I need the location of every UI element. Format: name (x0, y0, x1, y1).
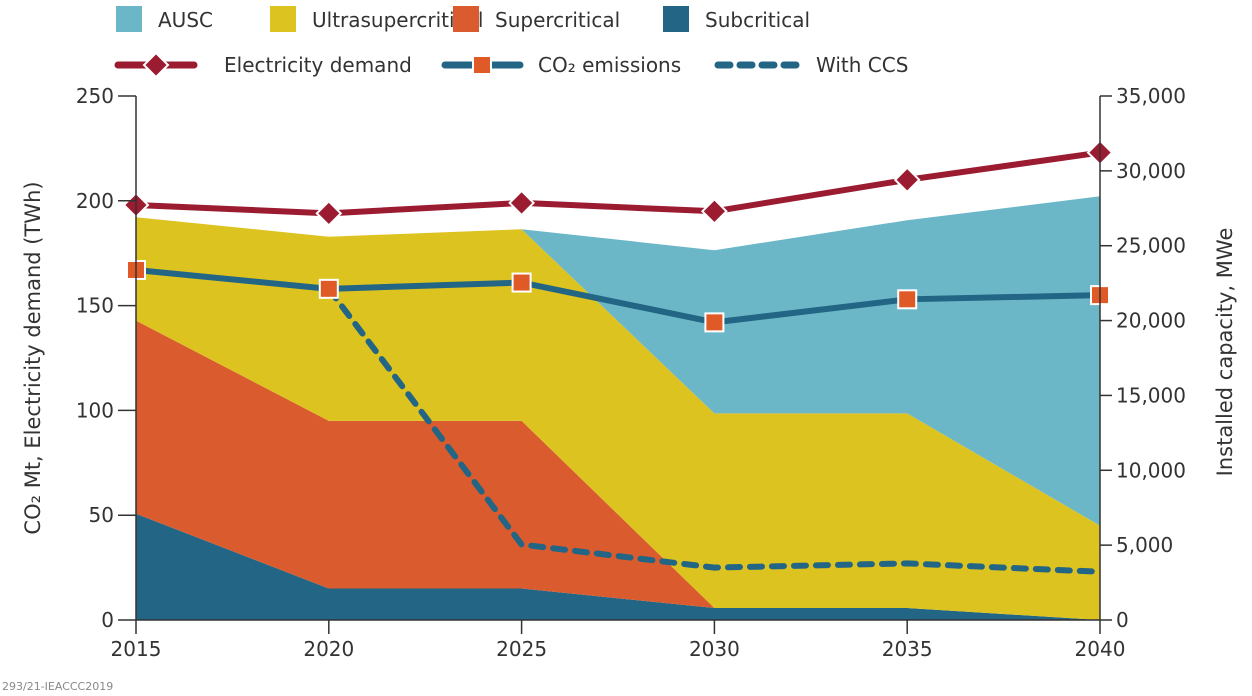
y-tick-label: 50 (89, 503, 114, 527)
co2-marker (318, 278, 339, 299)
y2-tick-label: 20,000 (1116, 309, 1186, 333)
x-tick-label: 2040 (1075, 637, 1126, 661)
y-axis-label: CO₂ Mt, Electricity demand (TWh) (21, 181, 45, 534)
x-tick-label: 2030 (689, 637, 740, 661)
line-co2-emissions (135, 266, 1101, 326)
y2-tick-label: 10,000 (1116, 458, 1186, 482)
y-tick-label: 200 (76, 189, 114, 213)
y-tick-label: 250 (76, 84, 114, 108)
y2-tick-label: 25,000 (1116, 234, 1186, 258)
legend-label: Electricity demand (224, 53, 412, 77)
legend-label: AUSC (158, 8, 213, 32)
y-tick-label: 100 (76, 398, 114, 422)
legend-swatch-subcritical (663, 6, 689, 32)
area-ultrasupercritical (136, 217, 1100, 621)
co2-marker (704, 312, 725, 333)
demand-marker (508, 189, 536, 217)
co2-marker (897, 289, 918, 310)
demand-marker (315, 199, 343, 227)
x-tick-label: 2015 (111, 637, 162, 661)
y2-tick-label: 5,000 (1116, 533, 1173, 557)
y-tick-label: 150 (76, 294, 114, 318)
legend-label: CO₂ emissions (538, 53, 681, 77)
demand-marker (700, 197, 728, 225)
y2-tick-label: 30,000 (1116, 159, 1186, 183)
line-with-ccs (325, 285, 1103, 575)
legend-label: With CCS (816, 53, 908, 77)
x-tick-label: 2020 (303, 637, 354, 661)
legend-label: Supercritical (495, 8, 620, 32)
x-tick-label: 2025 (496, 637, 547, 661)
x-tick-label: 2035 (882, 637, 933, 661)
legend-swatch-ausc (116, 6, 142, 32)
y2-axis-label: Installed capacity, MWe (1213, 228, 1237, 477)
areas (136, 196, 1100, 621)
line-electricity-demand (135, 149, 1101, 217)
demand-marker (893, 166, 921, 194)
area-ausc (136, 196, 1100, 526)
co2-marker (511, 272, 532, 293)
legend-marker-co2 (472, 55, 492, 75)
legend-marker-demand (142, 51, 170, 79)
legend-swatch-supercritical (453, 6, 479, 32)
y2-tick-label: 0 (1116, 608, 1129, 632)
legend-label: Subcritical (705, 8, 810, 32)
legend: AUSC Ultrasupercritical Supercritical Subcr… (114, 6, 908, 79)
y2-tick-label: 15,000 (1116, 383, 1186, 407)
area-supercritical (136, 320, 1100, 620)
legend-swatch-ultrasupercritical (270, 6, 296, 32)
footer-code: 293/21-IEACCC2019 (2, 680, 113, 693)
y2-tick-label: 35,000 (1116, 84, 1186, 108)
axes: 0 50 100 150 200 250 0 5,000 10,000 15,000 20,000 2… (76, 84, 1186, 661)
y-tick-label: 0 (101, 608, 114, 632)
area-subcritical (136, 513, 1100, 620)
